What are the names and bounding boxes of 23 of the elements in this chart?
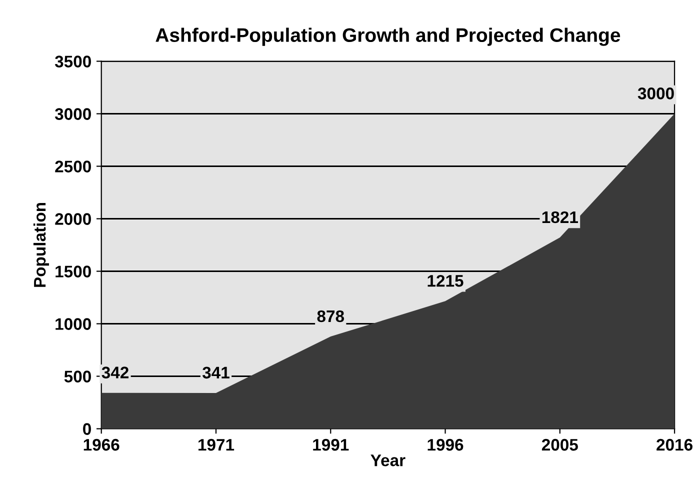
y-tick-label: 3500 (54, 56, 91, 68)
data-label: 1821 (542, 211, 578, 224)
x-tick-label: 1966 (84, 438, 120, 451)
y-tick-label: 3000 (54, 108, 91, 120)
x-axis-title: Year (370, 454, 406, 466)
y-tick-label: 2000 (55, 213, 91, 225)
y-axis-title: Population (33, 202, 50, 287)
x-tick-label: 2005 (542, 438, 578, 451)
data-label: 3000 (638, 88, 674, 100)
x-tick-label: 1971 (198, 438, 234, 451)
data-label: 341 (202, 366, 230, 379)
data-label: 1215 (428, 274, 464, 287)
x-tick-label: 2016 (656, 438, 692, 451)
y-tick-label: 500 (64, 370, 91, 382)
data-label: 342 (102, 366, 128, 378)
x-tick-label: 1991 (313, 438, 349, 451)
y-tick-label: 0 (83, 423, 91, 435)
y-tick-label: 2500 (55, 160, 91, 172)
y-tick-label: 1500 (56, 266, 91, 278)
chart-title: Ashford-Population Growth and Projected Change (156, 28, 620, 46)
data-label: 878 (317, 310, 344, 322)
x-tick-label: 1996 (428, 438, 464, 451)
y-tick-label: 1000 (56, 318, 91, 330)
